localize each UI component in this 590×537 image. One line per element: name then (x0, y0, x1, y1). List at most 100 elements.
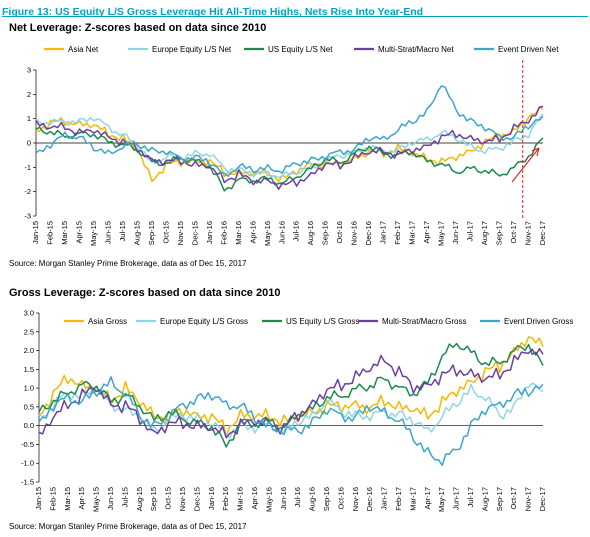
arrow-head (531, 147, 540, 157)
x-tick-label: May-17 (437, 487, 446, 512)
y-tick-label: 1 (27, 114, 31, 123)
x-tick-label: Apr-15 (74, 221, 83, 244)
x-tick-label: Sep-16 (321, 221, 330, 245)
legend-label: Multi-Strat/Macro Gross (382, 317, 466, 326)
series-line (35, 126, 544, 192)
x-tick-label: Mar-15 (60, 221, 69, 245)
x-tick-label: Dec-15 (190, 221, 199, 245)
x-tick-label: Oct-15 (161, 221, 170, 244)
x-tick-label: Jun-15 (106, 487, 115, 510)
legend-label: Multi-Strat/Macro Net (378, 45, 454, 54)
net-leverage-chart: Asia Net Europe Equity L/S Net US Equity L… (24, 45, 559, 246)
x-tick-label: Feb-16 (221, 487, 230, 511)
x-tick-label: Sep-16 (322, 487, 331, 511)
x-tick-label: May-15 (92, 487, 101, 512)
figure-title-bar: Figure 13: US Equity L/S Gross Leverage … (2, 2, 588, 18)
legend-label: Asia Gross (88, 317, 127, 326)
x-tick-label: Mar-16 (234, 221, 243, 245)
x-tick-label: Aug-15 (132, 221, 141, 245)
y-tick-label: -1 (24, 163, 31, 172)
x-tick-label: Jul-15 (120, 487, 129, 507)
x-tick-label: Feb-15 (48, 487, 57, 511)
y-tick-label: -3 (24, 212, 31, 221)
legend-label: US Equity L/S Net (268, 45, 333, 54)
x-tick-label: Jun-15 (103, 221, 112, 244)
x-tick-label: Jul-15 (118, 221, 127, 241)
y-tick-label: 2 (27, 90, 31, 99)
x-tick-label: Oct-17 (509, 487, 518, 510)
x-tick-label: Dec-17 (538, 221, 547, 245)
x-tick-label: Apr-17 (423, 487, 432, 510)
y-tick-label: 0 (27, 139, 31, 148)
x-tick-label: Jan-17 (379, 221, 388, 244)
series-line (35, 85, 544, 177)
series-line (35, 106, 544, 183)
x-tick-label: Sep-17 (495, 221, 504, 245)
series-line (35, 105, 544, 190)
x-tick-label: Jan-16 (207, 487, 216, 510)
x-tick-label: Aug-15 (135, 487, 144, 511)
x-tick-label: Dec-16 (365, 487, 374, 511)
x-tick-label: Apr-16 (248, 221, 257, 244)
x-tick-label: Feb-15 (45, 221, 54, 245)
x-tick-label: Nov-16 (351, 487, 360, 511)
y-tick-label: 3.0 (24, 309, 34, 318)
x-tick-label: Aug-16 (308, 487, 317, 511)
x-tick-label: Nov-15 (176, 221, 185, 245)
figure-title: Figure 13: US Equity L/S Gross Leverage … (2, 6, 424, 18)
x-tick-label: Dec-15 (192, 487, 201, 511)
y-tick-label: -1.0 (21, 459, 34, 468)
x-tick-label: May-15 (89, 221, 98, 246)
x-tick-label: Jul-17 (466, 221, 475, 241)
series-line (38, 342, 544, 448)
y-tick-label: 3 (27, 66, 31, 75)
x-tick-label: Aug-16 (306, 221, 315, 245)
x-tick-label: Jan-15 (31, 221, 40, 244)
chart-source-net: Source: Morgan Stanley Prime Brokerage, … (9, 259, 247, 268)
x-tick-label: Aug-17 (480, 487, 489, 511)
x-tick-label: Jan-16 (205, 221, 214, 244)
x-tick-label: Sep-15 (149, 487, 158, 511)
x-tick-label: Apr-15 (77, 487, 86, 510)
x-tick-label: May-17 (437, 221, 446, 246)
x-tick-label: Nov-17 (524, 487, 533, 511)
x-tick-label: Jul-16 (292, 221, 301, 241)
x-tick-label: Aug-17 (480, 221, 489, 245)
x-tick-label: Oct-16 (336, 487, 345, 510)
x-tick-label: Jan-15 (34, 487, 43, 510)
x-tick-label: Apr-16 (250, 487, 259, 510)
x-tick-label: Jul-17 (466, 487, 475, 507)
x-tick-label: Jun-16 (279, 487, 288, 510)
x-tick-label: May-16 (263, 221, 272, 246)
y-tick-label: -0.5 (21, 440, 34, 449)
gross-leverage-chart: Asia Gross Europe Equity L/S Gross US Equi… (21, 309, 573, 513)
x-tick-label: Oct-16 (335, 221, 344, 244)
chart-title-net: Net Leverage: Z-scores based on data sin… (9, 22, 267, 34)
x-tick-label: Jun-17 (451, 221, 460, 244)
x-tick-label: Sep-17 (495, 487, 504, 511)
x-tick-label: Feb-17 (394, 487, 403, 511)
x-tick-label: Feb-16 (219, 221, 228, 245)
x-tick-label: Mar-16 (236, 487, 245, 511)
x-tick-label: Jun-17 (452, 487, 461, 510)
chart-source-gross: Source: Morgan Stanley Prime Brokerage, … (9, 522, 247, 531)
y-tick-label: -1.5 (21, 478, 34, 487)
legend-label: Event Driven Net (498, 45, 559, 54)
x-tick-label: Nov-17 (524, 221, 533, 245)
legend-label: Event Driven Gross (504, 317, 573, 326)
y-tick-label: 1.0 (24, 384, 34, 393)
x-tick-label: Sep-15 (147, 221, 156, 245)
x-tick-label: Dec-16 (364, 221, 373, 245)
legend-label: Asia Net (68, 45, 99, 54)
x-tick-label: Dec-17 (538, 487, 547, 511)
y-tick-label: 2.0 (24, 346, 34, 355)
x-tick-label: Nov-16 (350, 221, 359, 245)
y-tick-label: 0.0 (24, 421, 34, 430)
y-tick-label: -2 (24, 187, 31, 196)
y-tick-label: 1.5 (24, 365, 34, 374)
x-tick-label: Oct-15 (164, 487, 173, 510)
series-line (35, 113, 544, 179)
y-tick-label: 2.5 (24, 327, 34, 336)
x-tick-label: May-16 (264, 487, 273, 512)
x-tick-label: Nov-15 (178, 487, 187, 511)
